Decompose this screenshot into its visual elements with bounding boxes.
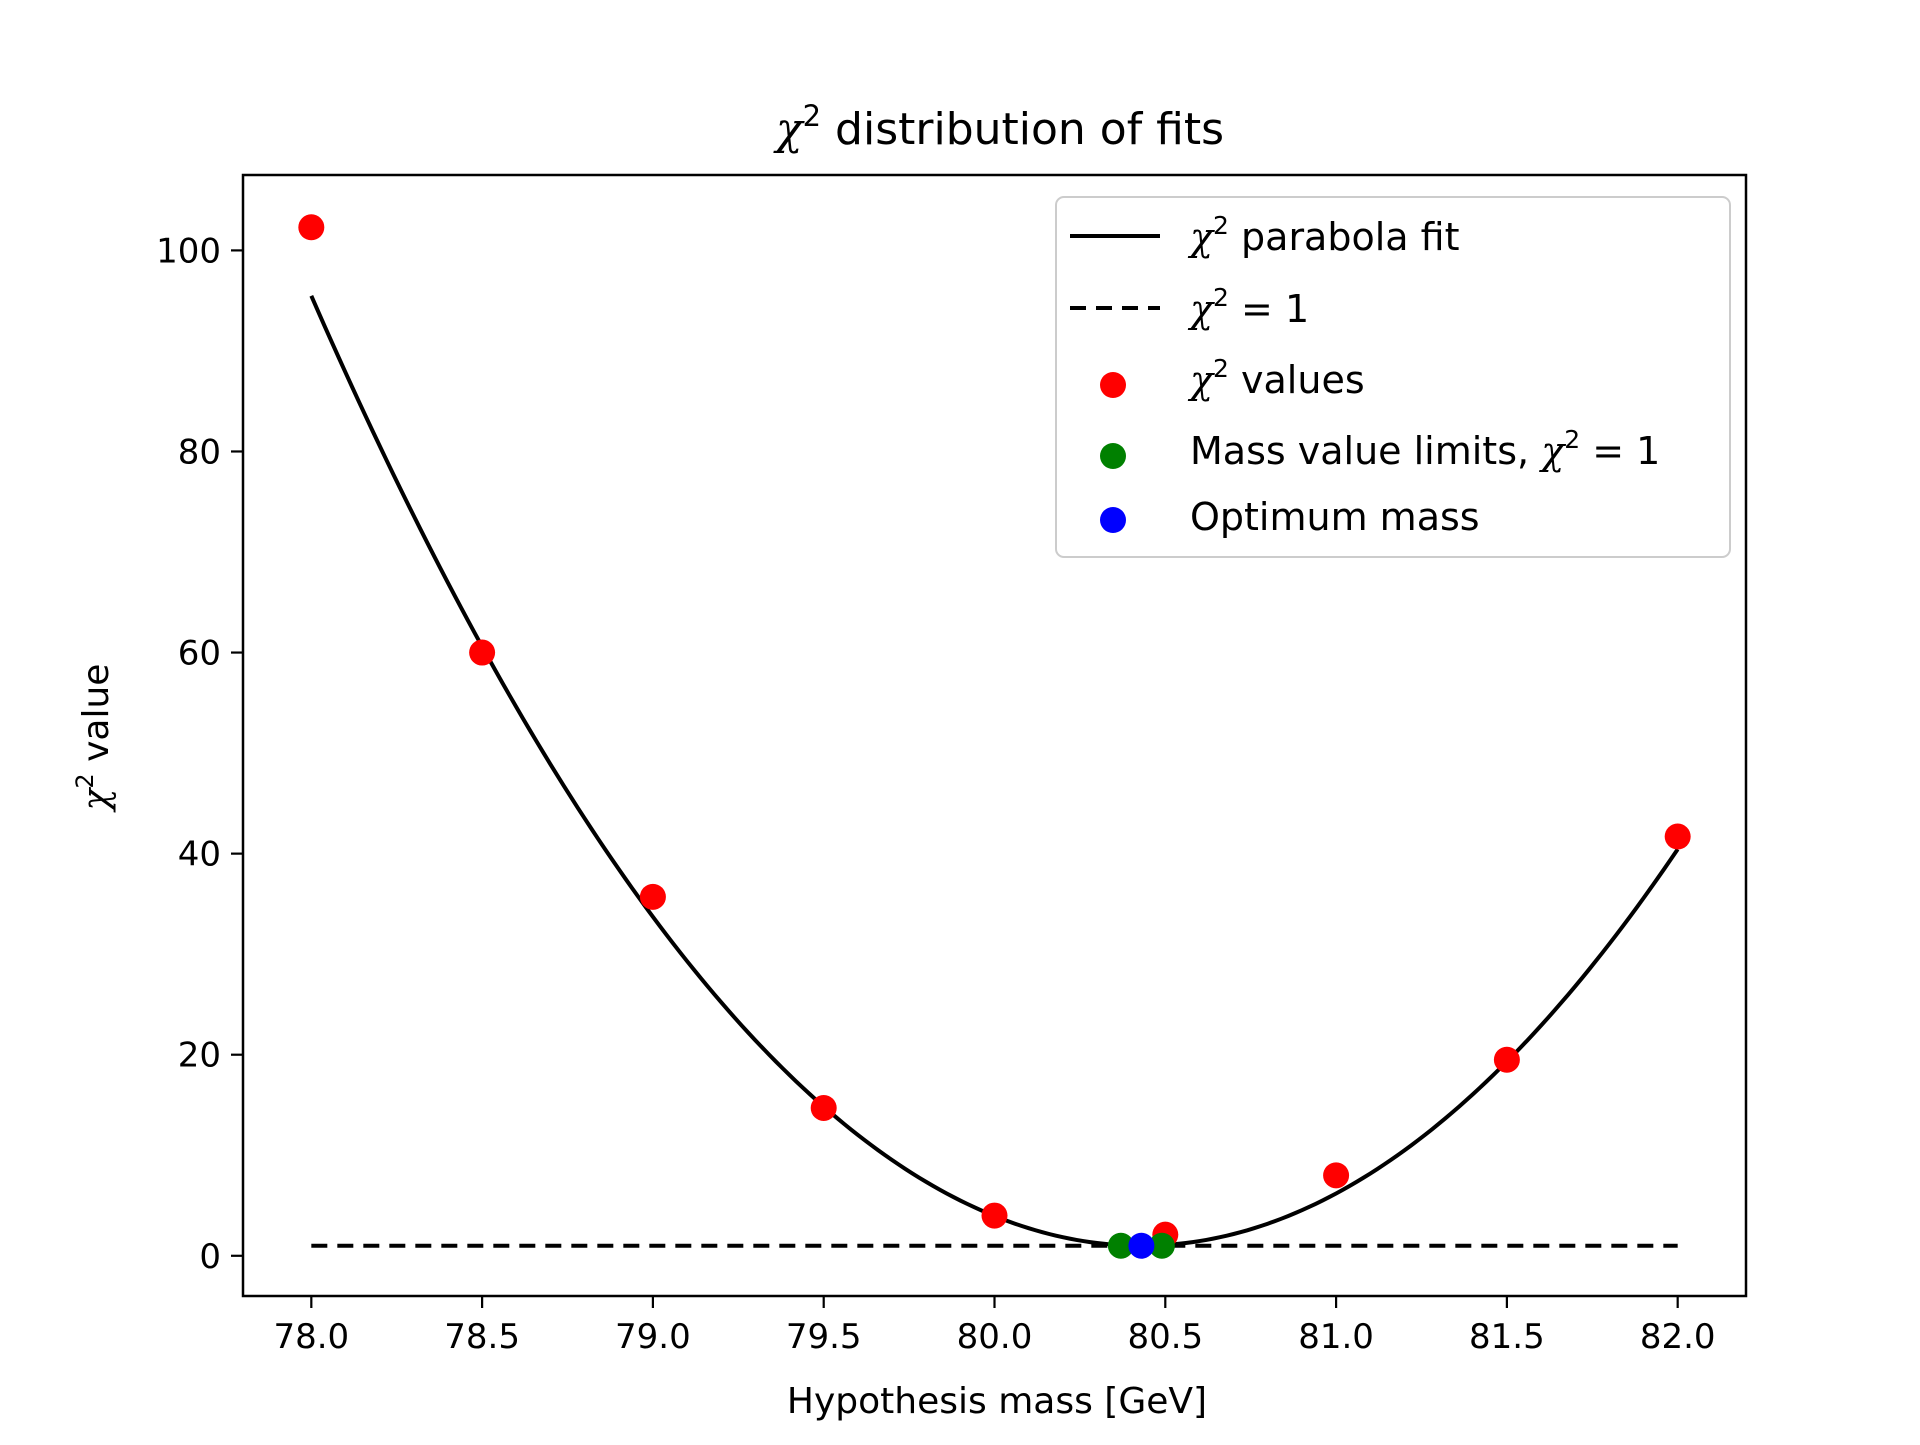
series-layer xyxy=(298,214,1691,1259)
optimum-mass-point xyxy=(1128,1232,1155,1259)
ylabel-text-space xyxy=(76,762,117,773)
mass-limit-point xyxy=(1148,1232,1175,1259)
y-tick-label: 20 xyxy=(178,1036,221,1076)
y-tick-label: 40 xyxy=(178,835,221,875)
legend-marker-chi2-values xyxy=(1100,372,1126,398)
y-axis-label-group: χ2 value xyxy=(71,664,117,814)
x-axis: 78.0 78.5 79.0 79.5 80.0 80.5 81.0 81.5 82.0 xyxy=(273,1296,1716,1357)
legend-label-chi2-eq-1: χ2 = 1 xyxy=(1187,283,1309,331)
mass-limit-point xyxy=(1107,1232,1134,1259)
chart-title: χ2 distribution of fits xyxy=(773,99,1224,155)
chi2-value-point xyxy=(298,214,325,241)
y-tick-label: 0 xyxy=(199,1237,221,1277)
x-tick-label: 80.5 xyxy=(1127,1317,1203,1357)
legend-label-chi2-values: χ2 values xyxy=(1187,354,1365,402)
title-symbol: χ xyxy=(773,104,805,155)
x-tick-label: 79.5 xyxy=(786,1317,862,1357)
x-tick-label: 81.5 xyxy=(1469,1317,1545,1357)
chi2-value-point xyxy=(469,639,496,666)
legend: χ2 parabola fit χ2 = 1 χ2 values Mass va… xyxy=(1055,196,1731,558)
y-axis: 0 20 40 60 80 100 xyxy=(156,231,243,1277)
ylabel-symbol: χ xyxy=(76,786,117,813)
legend-label-optimum-mass: Optimum mass xyxy=(1190,495,1480,539)
chi2-value-point xyxy=(810,1094,837,1121)
legend-label-mass-limits: Mass value limits, χ2 = 1 xyxy=(1190,425,1660,473)
chi2-value-point xyxy=(981,1202,1008,1229)
title-text-space xyxy=(821,104,835,155)
x-tick-label: 78.5 xyxy=(444,1317,520,1357)
chi2-value-point xyxy=(1323,1162,1350,1189)
x-axis-label: Hypothesis mass [GeV] xyxy=(787,1381,1207,1422)
legend-label-parabola: χ2 parabola fit xyxy=(1187,211,1459,259)
x-tick-label: 82.0 xyxy=(1640,1317,1716,1357)
x-tick-label: 80.0 xyxy=(957,1317,1033,1357)
legend-marker-mass-limits xyxy=(1100,443,1126,469)
x-tick-label: 81.0 xyxy=(1298,1317,1374,1357)
y-tick-label: 100 xyxy=(156,231,221,271)
legend-box xyxy=(1055,196,1731,558)
ylabel-superscript: 2 xyxy=(71,773,99,788)
y-axis-label: χ2 value xyxy=(71,664,117,814)
x-tick-label: 78.0 xyxy=(273,1317,349,1357)
title-text: distribution of fits xyxy=(835,104,1224,155)
chi2-value-point xyxy=(639,883,666,910)
y-tick-label: 60 xyxy=(178,634,221,674)
legend-marker-optimum-mass xyxy=(1100,507,1126,533)
ylabel-text: value xyxy=(76,664,117,762)
chi2-value-point xyxy=(1664,823,1691,850)
x-tick-label: 79.0 xyxy=(615,1317,691,1357)
chi2-value-point xyxy=(1493,1046,1520,1073)
title-superscript: 2 xyxy=(803,99,821,133)
y-tick-label: 80 xyxy=(178,432,221,472)
